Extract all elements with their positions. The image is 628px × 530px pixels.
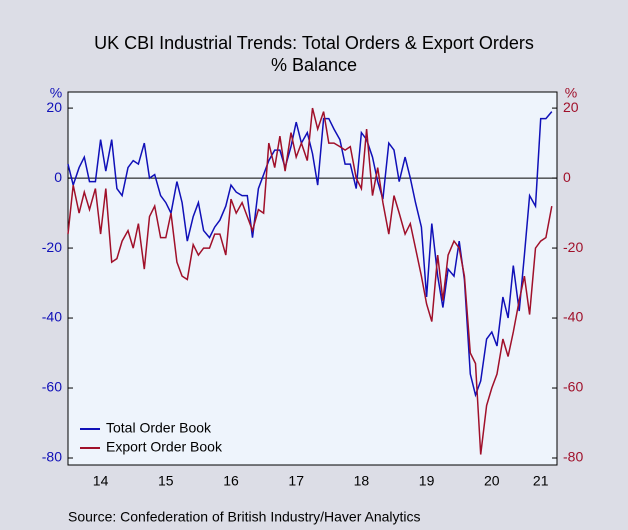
chart-subtitle: % Balance (271, 55, 357, 75)
y-tick-label: -40 (42, 309, 62, 325)
plot-area (67, 91, 558, 466)
y2-tick-label: -80 (563, 449, 583, 465)
x-tick-label: 21 (533, 473, 549, 489)
series-line (67, 111, 553, 398)
x-tick-label: 15 (158, 473, 174, 489)
x-tick-label: 14 (93, 473, 109, 489)
y2-tick-label: 20 (563, 99, 579, 115)
y2-tick-label: -60 (563, 379, 583, 395)
y-tick-label: -80 (42, 449, 62, 465)
y-tick-label: 0 (54, 169, 62, 185)
y2-tick-label: -20 (563, 239, 583, 255)
y-tick-label: 20 (46, 99, 62, 115)
x-tick-label: 16 (223, 473, 239, 489)
source-note: Source: Confederation of British Industr… (68, 509, 421, 525)
y2-tick-label: -40 (563, 309, 583, 325)
y2-tick-label: 0 (563, 169, 571, 185)
x-tick-label: 20 (484, 473, 500, 489)
series-line (67, 107, 553, 455)
chart-title: UK CBI Industrial Trends: Total Orders &… (94, 33, 534, 53)
x-tick-label: 17 (288, 473, 304, 489)
y2-axis-label: % (565, 85, 577, 101)
legend-label: Total Order Book (106, 420, 212, 436)
legend-label: Export Order Book (106, 439, 223, 455)
y-tick-label: -60 (42, 379, 62, 395)
x-tick-label: 19 (419, 473, 435, 489)
y-axis-label: % (50, 85, 62, 101)
y-tick-label: -20 (42, 239, 62, 255)
x-tick-label: 18 (354, 473, 370, 489)
